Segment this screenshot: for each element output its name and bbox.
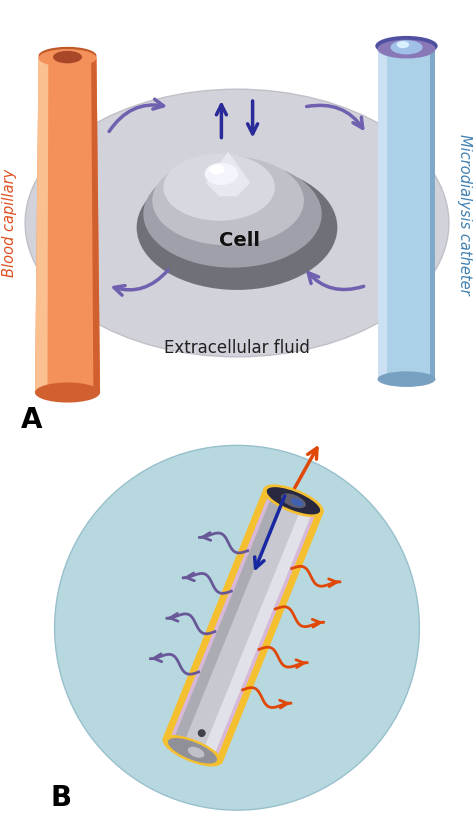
Ellipse shape xyxy=(391,40,422,55)
Polygon shape xyxy=(430,49,436,379)
Polygon shape xyxy=(377,49,387,379)
Polygon shape xyxy=(164,489,322,762)
Ellipse shape xyxy=(55,445,419,810)
Text: Blood capillary: Blood capillary xyxy=(2,169,17,278)
Text: B: B xyxy=(51,784,72,812)
Ellipse shape xyxy=(264,486,322,515)
Ellipse shape xyxy=(53,51,82,64)
Ellipse shape xyxy=(267,487,320,515)
Ellipse shape xyxy=(377,40,436,59)
Polygon shape xyxy=(35,58,48,392)
Ellipse shape xyxy=(164,736,221,766)
Ellipse shape xyxy=(38,49,97,67)
Ellipse shape xyxy=(375,36,438,56)
Ellipse shape xyxy=(168,738,217,763)
Ellipse shape xyxy=(143,160,322,268)
Polygon shape xyxy=(206,152,250,197)
Ellipse shape xyxy=(209,164,225,174)
Ellipse shape xyxy=(35,382,100,402)
Polygon shape xyxy=(201,505,314,759)
Text: Microdialysis catheter: Microdialysis catheter xyxy=(457,134,472,294)
Ellipse shape xyxy=(152,156,304,245)
Ellipse shape xyxy=(291,498,303,506)
Polygon shape xyxy=(91,58,100,392)
Ellipse shape xyxy=(281,493,306,508)
Ellipse shape xyxy=(38,47,97,64)
Polygon shape xyxy=(172,492,314,759)
Ellipse shape xyxy=(205,163,238,185)
Ellipse shape xyxy=(188,747,204,757)
Ellipse shape xyxy=(25,89,449,357)
Ellipse shape xyxy=(164,154,275,221)
Polygon shape xyxy=(169,491,317,760)
Text: Extracellular fluid: Extracellular fluid xyxy=(164,339,310,357)
Ellipse shape xyxy=(137,165,337,290)
Ellipse shape xyxy=(377,372,436,387)
Text: Cell: Cell xyxy=(219,231,260,250)
Polygon shape xyxy=(377,49,436,379)
Polygon shape xyxy=(35,58,100,392)
Circle shape xyxy=(198,729,206,737)
Text: A: A xyxy=(21,406,42,434)
Ellipse shape xyxy=(397,41,409,48)
Polygon shape xyxy=(172,492,283,747)
